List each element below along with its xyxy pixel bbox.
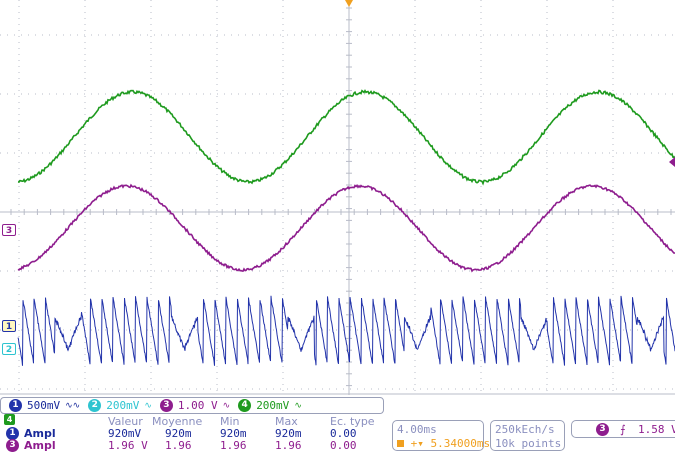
channel-2-scale[interactable]: 2 200mV ∿ [88, 399, 152, 412]
channel-4-coupling-icon: ∿ [294, 400, 302, 411]
channel-3-ground-marker[interactable]: 3 [2, 224, 16, 236]
header-valeur: Valeur [108, 415, 143, 428]
trigger-slope-icon: ⨍ [620, 423, 626, 436]
channel-3-badge: 3 [159, 399, 173, 412]
measurement-1-ectype: 0.00 [330, 427, 357, 440]
measurement-1-label: Ampl [24, 427, 56, 440]
header-min: Min [220, 415, 240, 428]
channel-3-scale-value: 1.00 V [177, 399, 218, 412]
measurement-1-min: 920m [220, 427, 247, 440]
trigger-level-marker[interactable] [669, 157, 675, 167]
measurement-2-moyenne: 1.96 [165, 439, 192, 452]
record-length: 10k points [495, 437, 562, 450]
measurement-2-min: 1.96 [220, 439, 247, 452]
measurement-2-ectype: 0.00 [330, 439, 357, 452]
trigger-position-marker[interactable] [345, 0, 353, 7]
measurement-1-badge: 1 [6, 427, 19, 440]
measurement-row[interactable]: 1 Ampl 920mV 920m 920m 920m 0.00 [0, 427, 388, 440]
graticule [0, 0, 675, 395]
channel-4-scale[interactable]: 4 200mV ∿ [238, 399, 302, 412]
channel-4-waveform [17, 89, 675, 186]
timebase-scale: 4.00ms [397, 423, 437, 436]
delay-icon [397, 440, 404, 447]
sample-rate: 250kEch/s [495, 423, 555, 436]
channel-1-scale-value: 500mV [27, 399, 61, 412]
measurement-1-max: 920m [275, 427, 302, 440]
trigger-level: 1.58 V [638, 423, 675, 436]
measurement-table: 4 Valeur Moyenne Min Max Ec. type 1 Ampl… [0, 414, 388, 455]
trigger-box[interactable]: 3 ⨍ 1.58 V [571, 420, 675, 438]
acquisition-box[interactable]: 250kEch/s 10k points [490, 420, 565, 451]
header-ec-type: Ec. type [330, 415, 375, 428]
waveforms [17, 89, 675, 366]
channel-4-marker[interactable]: 4 [4, 414, 15, 425]
channel-2-ground-marker[interactable]: 2 [2, 343, 16, 355]
channel-1-scale[interactable]: 1 500mV ∿∿ [9, 399, 80, 412]
channel-2-coupling-icon: ∿ [144, 400, 152, 411]
channel-3-scale[interactable]: 3 1.00 V ∿ [159, 399, 231, 412]
channel-1-badge: 1 [9, 399, 22, 412]
channel-1-waveform [17, 295, 675, 366]
channel-4-scale-value: 200mV [256, 399, 290, 412]
trigger-source-badge: 3 [596, 423, 609, 436]
channel-scale-bar: 1 500mV ∿∿ 2 200mV ∿ 3 1.00 V ∿ 4 200mV … [0, 397, 384, 414]
header-max: Max [275, 415, 298, 428]
channel-4-badge: 4 [238, 399, 252, 412]
header-moyenne: Moyenne [152, 415, 203, 428]
measurement-1-valeur: 920mV [108, 427, 142, 440]
measurement-2-label: Ampl [24, 439, 56, 452]
channel-3-coupling-icon: ∿ [222, 400, 231, 411]
waveform-display [0, 0, 675, 395]
delay-prefix: +▾ [410, 437, 424, 450]
channel-2-scale-value: 200mV [106, 399, 140, 412]
measurement-2-badge: 3 [6, 439, 19, 452]
measurement-2-max: 1.96 [275, 439, 302, 452]
channel-3-waveform [17, 183, 675, 273]
channel-2-badge: 2 [88, 399, 102, 412]
timebase-box[interactable]: 4.00ms +▾ 5.34000ms [392, 420, 490, 451]
timebase-delay: 5.34000ms [430, 437, 491, 450]
channel-1-coupling-icon: ∿∿ [65, 400, 81, 411]
measurement-row[interactable]: 3 Ampl 1.96 V 1.96 1.96 1.96 0.00 [0, 439, 388, 452]
measurement-1-moyenne: 920m [165, 427, 192, 440]
channel-1-ground-marker[interactable]: 1 [2, 320, 16, 332]
measurement-2-valeur: 1.96 V [108, 439, 148, 452]
